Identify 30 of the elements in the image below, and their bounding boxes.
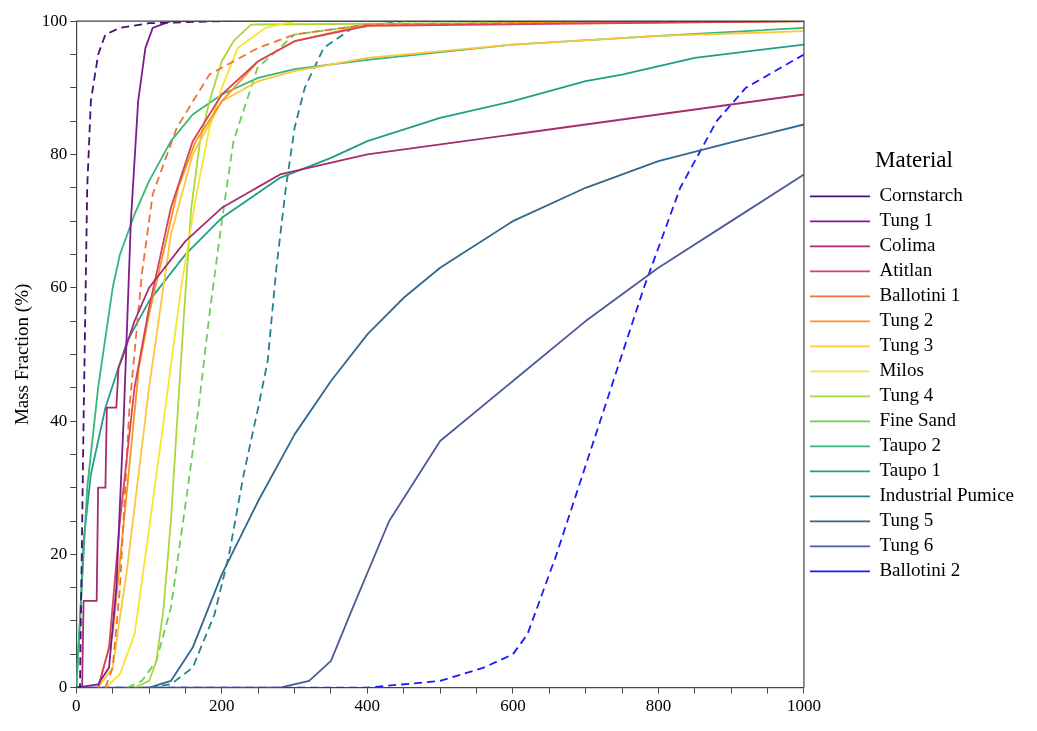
legend-label: Tung 4 bbox=[879, 384, 934, 406]
x-tick-label: 0 bbox=[72, 696, 81, 716]
y-tick-label: 80 bbox=[50, 143, 68, 163]
legend-label: Tung 1 bbox=[879, 209, 934, 231]
y-tick-label: 100 bbox=[41, 10, 68, 30]
legend-label: Cornstarch bbox=[879, 184, 964, 206]
y-tick-label: 60 bbox=[50, 277, 68, 297]
legend-label: Taupo 2 bbox=[879, 434, 941, 456]
legend-label: Milos bbox=[879, 359, 924, 381]
legend-title: Material bbox=[875, 146, 953, 172]
legend-label: Colima bbox=[879, 234, 936, 256]
legend-label: Tung 2 bbox=[879, 309, 934, 331]
legend-label: Tung 6 bbox=[879, 534, 934, 556]
x-tick-label: 1000 bbox=[786, 696, 821, 716]
legend-label: Ballotini 1 bbox=[879, 284, 961, 306]
legend-label: Atitlan bbox=[879, 259, 933, 281]
y-axis-title: Mass Fraction (%) bbox=[11, 283, 34, 426]
x-tick-label: 400 bbox=[354, 696, 381, 716]
legend-label: Taupo 1 bbox=[879, 459, 941, 481]
y-tick-label: 20 bbox=[50, 543, 68, 563]
legend-label: Tung 5 bbox=[879, 509, 934, 531]
x-tick-label: 600 bbox=[500, 696, 526, 716]
legend-label: Tung 3 bbox=[879, 334, 934, 356]
x-tick-label: 800 bbox=[645, 696, 672, 716]
legend-label: Industrial Pumice bbox=[879, 484, 1014, 506]
y-tick-label: 40 bbox=[50, 410, 68, 430]
x-tick-label: 200 bbox=[209, 696, 235, 716]
legend-label: Ballotini 2 bbox=[879, 559, 961, 581]
y-tick-label: 0 bbox=[58, 677, 68, 697]
legend-label: Fine Sand bbox=[879, 409, 957, 431]
